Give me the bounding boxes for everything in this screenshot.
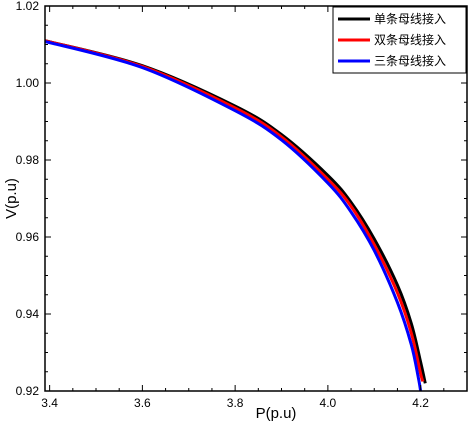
series-line-2 (44, 39, 425, 382)
legend-label: 三条母线接入 (374, 53, 446, 68)
series-layer (44, 39, 427, 392)
y-axis-title: V(p.u) (3, 178, 20, 219)
x-tick-label: 4.2 (412, 396, 429, 410)
legend-entry-1: 单条母线接入 (338, 11, 446, 26)
legend-label: 双条母线接入 (374, 32, 446, 47)
x-tick-label: 4.0 (320, 396, 337, 410)
series-line-3 (44, 39, 423, 392)
x-tick-label: 3.4 (41, 396, 58, 410)
x-tick-label: 3.8 (227, 396, 244, 410)
y-tick-label: 0.92 (16, 384, 40, 398)
legend-entry-3: 三条母线接入 (338, 53, 446, 68)
y-tick-label: 0.94 (16, 307, 40, 321)
legend-label: 单条母线接入 (374, 11, 446, 26)
ticks-layer: 3.4 3.6 3.8 4.0 4.2 0.92 0.94 0.96 0.98 1.00 1.02 (16, 0, 468, 410)
y-tick-label: 1.02 (16, 0, 40, 13)
legend-entry-2: 双条母线接入 (338, 32, 446, 47)
x-tick-label: 3.6 (134, 396, 151, 410)
y-tick-label: 1.00 (16, 76, 40, 90)
legend: 单条母线接入 双条母线接入 三条母线接入 (332, 6, 467, 74)
y-tick-label: 0.98 (16, 153, 40, 167)
y-tick-label: 0.96 (16, 230, 40, 244)
x-axis-title: P(p.u) (256, 405, 297, 422)
